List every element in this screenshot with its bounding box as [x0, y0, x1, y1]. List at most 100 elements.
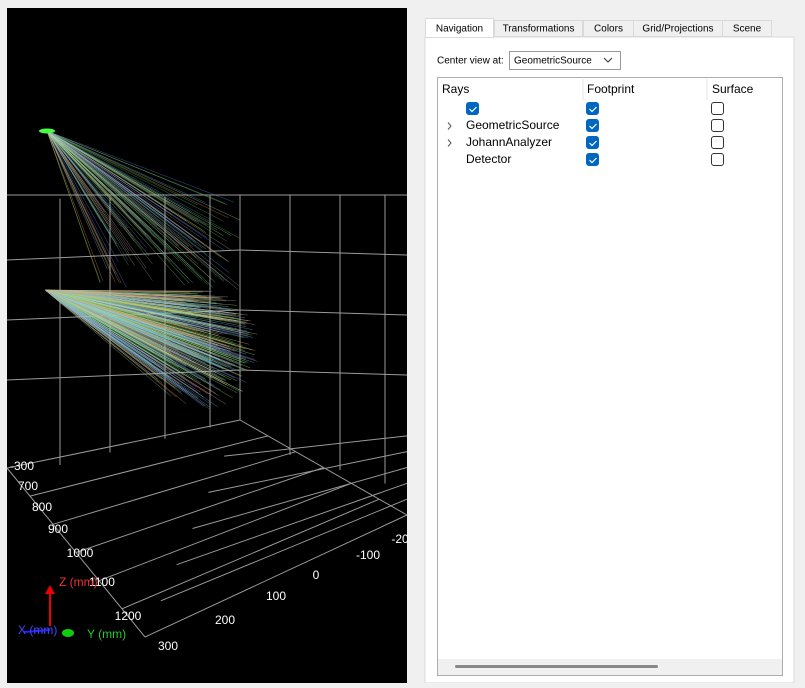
ray — [44, 289, 212, 405]
ray — [44, 289, 235, 378]
axis-tick-label: 100 — [266, 589, 286, 603]
ray — [46, 130, 153, 281]
axis-tick-label: 700 — [18, 479, 38, 493]
grid-line — [224, 435, 408, 457]
ray — [46, 130, 240, 287]
ray — [46, 130, 185, 286]
ray — [46, 130, 202, 239]
grid-line — [6, 419, 241, 469]
ray — [46, 130, 135, 242]
ray — [46, 130, 104, 282]
checkbox[interactable] — [586, 136, 599, 149]
ray — [44, 289, 187, 366]
ray — [44, 289, 176, 312]
checkmark — [469, 106, 477, 113]
ray — [44, 289, 159, 380]
checkbox[interactable] — [586, 102, 599, 115]
column-header: Footprint — [587, 82, 635, 96]
checkbox[interactable] — [711, 119, 724, 132]
tab-label: Scene — [733, 24, 762, 35]
ray — [46, 130, 215, 222]
checkmark — [589, 123, 597, 130]
axis-tick-label: 0 — [313, 568, 320, 582]
ray — [44, 289, 219, 408]
grid-line — [239, 249, 408, 256]
axis-tick-label: -100 — [356, 548, 380, 562]
ray — [46, 130, 129, 266]
checkbox[interactable] — [586, 119, 599, 132]
checkbox[interactable] — [586, 153, 599, 166]
tree-item-label: GeometricSource — [466, 118, 560, 132]
ray — [44, 289, 185, 376]
ray — [44, 289, 187, 326]
tab[interactable] — [425, 18, 494, 38]
ray — [46, 130, 193, 248]
tab-bar: Navigation Transformations Colors Grid/Proj… — [425, 18, 772, 38]
ray — [44, 289, 232, 354]
ray — [44, 289, 170, 324]
expander[interactable] — [447, 139, 452, 147]
ray — [46, 130, 240, 220]
axis-tick-label: -20 — [391, 532, 409, 546]
checkbox[interactable] — [711, 153, 724, 166]
ray — [46, 130, 193, 239]
ray — [44, 289, 240, 359]
ray — [44, 289, 182, 303]
tab-label: Grid/Projections — [642, 24, 713, 35]
ray — [44, 289, 165, 335]
grid-line — [6, 249, 241, 261]
x-axis-label: X (mm) — [18, 623, 57, 637]
ray — [46, 130, 225, 251]
axis-tick-label: 300 — [158, 639, 178, 653]
grid-line — [52, 451, 296, 525]
checkbox[interactable] — [711, 136, 724, 149]
checkbox[interactable] — [466, 102, 479, 115]
axis-tick-label: 800 — [32, 500, 52, 514]
z-arrow-head — [45, 585, 55, 594]
ray — [46, 130, 207, 255]
ray — [46, 130, 106, 213]
checkbox[interactable] — [711, 102, 724, 115]
ray — [44, 289, 159, 382]
ray — [44, 289, 247, 355]
expander[interactable] — [447, 122, 452, 130]
grid-line — [144, 514, 408, 638]
tree-view[interactable] — [437, 77, 783, 676]
ray — [44, 289, 158, 377]
axis-tick-label: 200 — [215, 613, 235, 627]
grid-line — [239, 369, 408, 376]
ray — [44, 289, 171, 353]
ray — [46, 130, 216, 283]
ray — [46, 130, 129, 261]
axis-tick-label: -300 — [10, 459, 34, 473]
dropdown[interactable] — [509, 51, 621, 70]
ray — [44, 289, 240, 392]
ray — [46, 130, 130, 255]
column-header: Surface — [712, 82, 754, 96]
label: Center view at: — [437, 56, 504, 67]
ray — [46, 130, 172, 212]
ray — [46, 130, 119, 263]
ray — [44, 289, 247, 327]
tree: Rays Footprint Surface GeometricSource Johan… — [442, 82, 754, 166]
ray — [46, 130, 122, 284]
dropdown-arrow — [603, 57, 613, 63]
dropdown-value: GeometricSource — [514, 56, 592, 67]
ray — [44, 289, 250, 333]
ray — [46, 130, 228, 262]
ray — [46, 130, 111, 270]
tab[interactable] — [722, 20, 772, 37]
ray — [44, 289, 227, 405]
ray — [44, 289, 195, 337]
grid-line — [192, 467, 408, 529]
ray — [44, 289, 226, 343]
tab[interactable] — [494, 20, 583, 37]
axis-tick-label: 1200 — [115, 609, 142, 623]
scrollbar-thumb[interactable] — [455, 665, 658, 668]
ray — [46, 130, 128, 213]
tab-label: Colors — [594, 24, 623, 35]
axis-tick-label: 1100 — [89, 575, 115, 589]
column-header: Rays — [442, 82, 469, 96]
ray — [46, 130, 156, 238]
